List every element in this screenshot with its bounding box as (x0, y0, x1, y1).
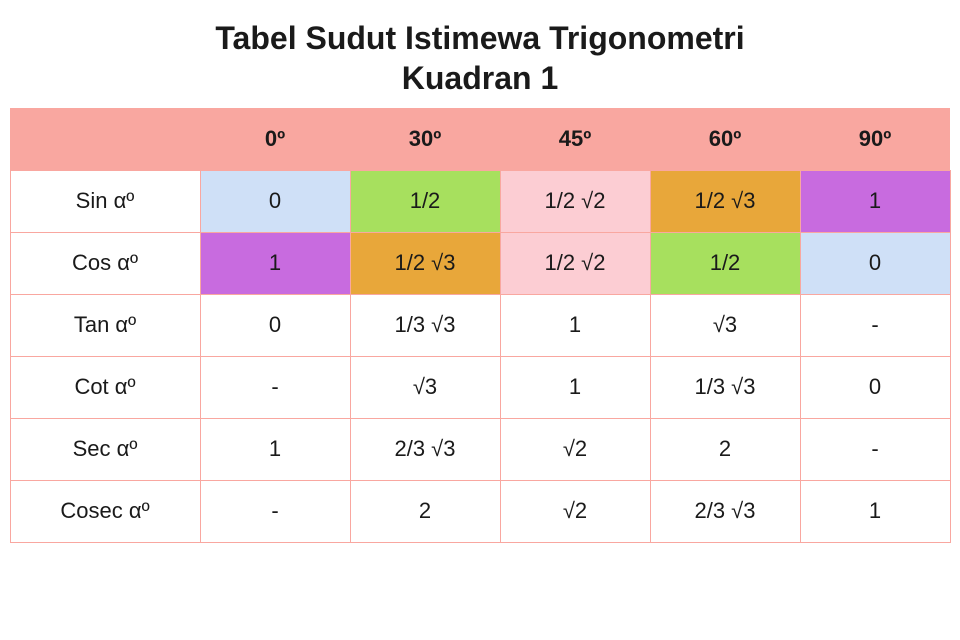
cell-value: 2 (650, 418, 800, 480)
table-row: Cot αº-√311/3 √30 (10, 356, 950, 418)
cell-value: 2/3 √3 (350, 418, 500, 480)
cell-value: 1/2 √2 (500, 232, 650, 294)
cell-value: 1/2 √3 (350, 232, 500, 294)
cell-value: 0 (800, 356, 950, 418)
cell-value: 1/3 √3 (350, 294, 500, 356)
header-blank (10, 108, 200, 170)
trig-table: 0º 30º 45º 60º 90º Sin αº01/21/2 √21/2 √… (10, 108, 951, 543)
header-angle: 90º (800, 108, 950, 170)
table-row: Tan αº01/3 √31√3- (10, 294, 950, 356)
table-row: Cos αº11/2 √31/2 √21/20 (10, 232, 950, 294)
cell-value: 1/2 √2 (500, 170, 650, 232)
page-title: Tabel Sudut Istimewa Trigonometri Kuadra… (215, 18, 744, 98)
cell-value: √3 (350, 356, 500, 418)
header-angle: 60º (650, 108, 800, 170)
cell-value: 1 (500, 294, 650, 356)
table-row: Sec αº12/3 √3√22- (10, 418, 950, 480)
header-angle: 30º (350, 108, 500, 170)
title-line-1: Tabel Sudut Istimewa Trigonometri (215, 20, 744, 56)
table-row: Sin αº01/21/2 √21/2 √31 (10, 170, 950, 232)
row-label: Cot αº (10, 356, 200, 418)
cell-value: √3 (650, 294, 800, 356)
cell-value: - (200, 356, 350, 418)
title-line-2: Kuadran 1 (402, 60, 558, 96)
cell-value: 0 (800, 232, 950, 294)
cell-value: 1 (800, 480, 950, 542)
row-label: Sin αº (10, 170, 200, 232)
row-label: Tan αº (10, 294, 200, 356)
cell-value: 1 (200, 418, 350, 480)
table-row: Cosec αº-2√22/3 √31 (10, 480, 950, 542)
table-body: Sin αº01/21/2 √21/2 √31Cos αº11/2 √31/2 … (10, 170, 950, 542)
cell-value: 1 (200, 232, 350, 294)
row-label: Cosec αº (10, 480, 200, 542)
cell-value: 2 (350, 480, 500, 542)
cell-value: 0 (200, 170, 350, 232)
header-angle: 45º (500, 108, 650, 170)
cell-value: √2 (500, 418, 650, 480)
row-label: Sec αº (10, 418, 200, 480)
cell-value: 0 (200, 294, 350, 356)
header-angle: 0º (200, 108, 350, 170)
cell-value: 1 (500, 356, 650, 418)
cell-value: - (200, 480, 350, 542)
cell-value: 1 (800, 170, 950, 232)
table-header-row: 0º 30º 45º 60º 90º (10, 108, 950, 170)
cell-value: - (800, 418, 950, 480)
cell-value: - (800, 294, 950, 356)
cell-value: 1/3 √3 (650, 356, 800, 418)
cell-value: 1/2 (350, 170, 500, 232)
row-label: Cos αº (10, 232, 200, 294)
cell-value: 1/2 (650, 232, 800, 294)
cell-value: 2/3 √3 (650, 480, 800, 542)
cell-value: √2 (500, 480, 650, 542)
cell-value: 1/2 √3 (650, 170, 800, 232)
